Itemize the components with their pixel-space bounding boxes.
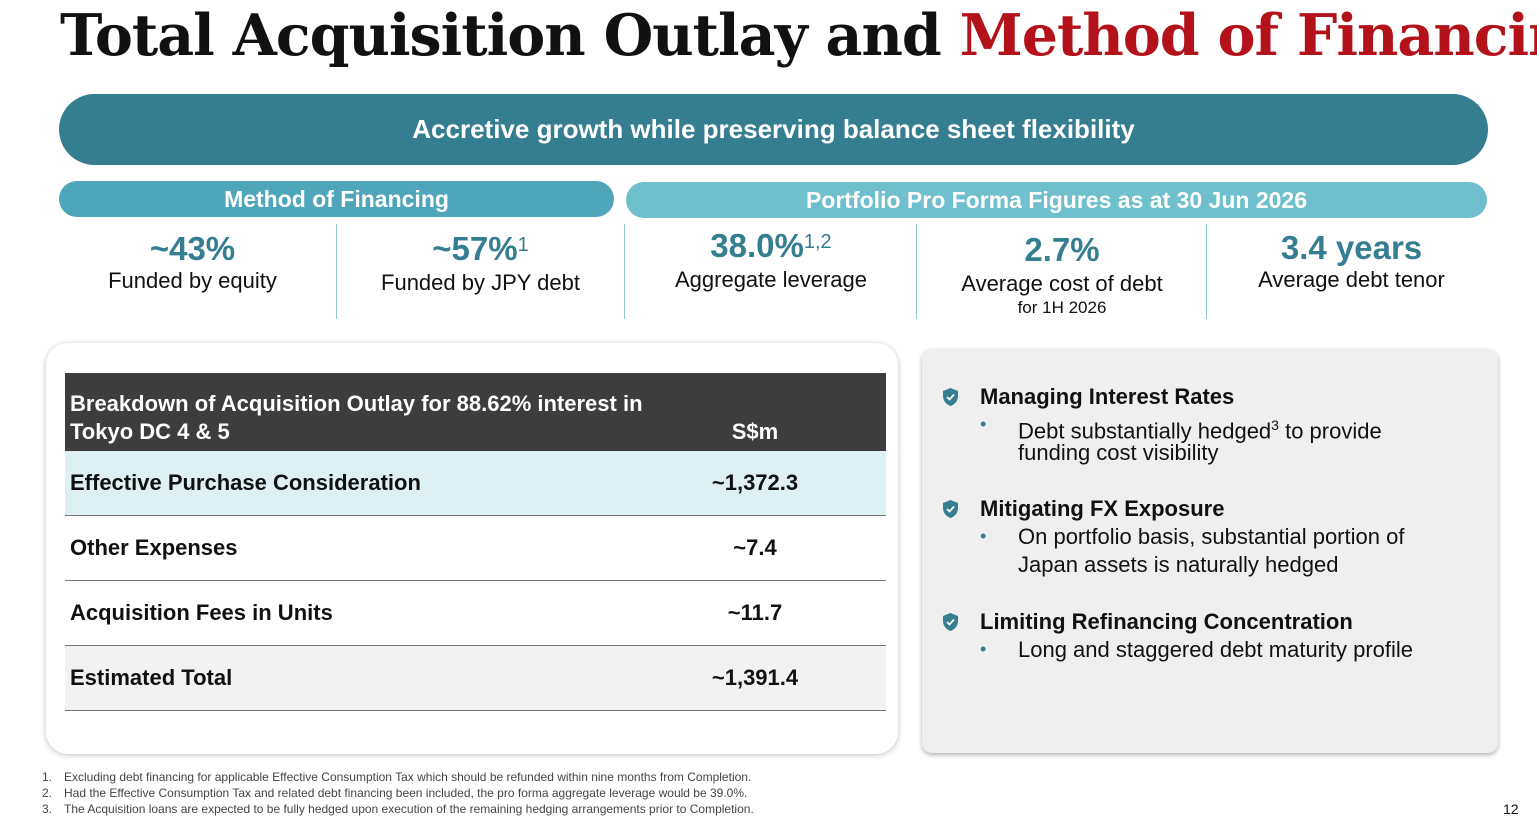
financing-header: Method of Financing	[59, 181, 614, 217]
stat-value: 2.7%	[1024, 231, 1100, 268]
row-value: ~7.4	[733, 535, 777, 560]
table-header-unit: S$m	[731, 419, 779, 444]
point-bullet: Long and staggered debt maturity profile	[1018, 637, 1414, 662]
point-title: Managing Interest Rates	[980, 384, 1235, 409]
acquisition-outlay-table: Breakdown of Acquisition Outlay for 88.6…	[65, 373, 886, 711]
table-header: Breakdown of Acquisition Outlay for 88.6…	[65, 373, 886, 451]
divider	[336, 224, 337, 319]
bullet-dot: •	[980, 526, 987, 546]
table-row-total: Estimated Total ~1,391.4	[65, 646, 886, 711]
row-value: ~1,391.4	[711, 665, 799, 690]
footnote: 2. Had the Effective Consumption Tax and …	[42, 786, 748, 800]
stat-aggregate-leverage: 38.0%1,2 Aggregate leverage	[626, 228, 916, 294]
bullet-dot: •	[980, 414, 987, 434]
stat-debt-tenor: 3.4 years Average debt tenor	[1208, 230, 1495, 294]
financing-header-text: Method of Financing	[224, 185, 449, 212]
table-row: Other Expenses ~7.4	[65, 516, 886, 581]
point-title: Limiting Refinancing Concentration	[980, 609, 1353, 634]
footnote: 1. Excluding debt financing for applicabl…	[42, 770, 752, 784]
row-value: ~11.7	[727, 600, 783, 625]
shield-check-icon	[943, 613, 958, 631]
row-label: Acquisition Fees in Units	[70, 600, 333, 625]
point-title: Mitigating FX Exposure	[980, 496, 1225, 521]
key-points-panel	[922, 349, 1498, 753]
shield-check-icon	[943, 388, 958, 406]
pro-forma-header: Portfolio Pro Forma Figures as at 30 Jun…	[626, 182, 1487, 218]
stat-value: 38.0%1,2	[710, 227, 832, 264]
table-row: Effective Purchase Consideration ~1,372.…	[65, 451, 886, 516]
pro-forma-header-text: Portfolio Pro Forma Figures as at 30 Jun…	[805, 186, 1308, 213]
stat-label: Funded by JPY debt	[381, 270, 580, 295]
divider	[624, 224, 625, 319]
title-part-1: Total Acquisition Outlay and	[60, 2, 960, 69]
title-part-2: Method of Financing	[959, 2, 1537, 69]
divider	[1206, 224, 1207, 319]
shield-check-icon	[943, 500, 958, 518]
stat-sublabel: for 1H 2026	[1017, 298, 1107, 317]
bullet-dot: •	[980, 639, 987, 659]
page-number: 12	[1503, 801, 1519, 817]
banner: Accretive growth while preserving balanc…	[59, 94, 1488, 165]
banner-text: Accretive growth while preserving balanc…	[412, 114, 1135, 144]
footnote: 3. The Acquisition loans are expected to …	[42, 802, 754, 816]
page-title: Total Acquisition Outlay and Method of F…	[60, 2, 1537, 69]
stat-label: Average debt tenor	[1258, 267, 1445, 292]
stat-equity: ~43% Funded by equity	[50, 231, 335, 295]
table-row: Acquisition Fees in Units ~11.7	[65, 581, 886, 646]
stat-label: Funded by equity	[108, 268, 277, 293]
row-value: ~1,372.3	[711, 470, 799, 495]
row-label: Estimated Total	[70, 665, 233, 690]
point-bullet: On portfolio basis, substantial portion …	[1018, 524, 1405, 549]
stat-value: ~43%	[149, 230, 236, 267]
stat-label: Aggregate leverage	[674, 267, 868, 292]
stat-label: Average cost of debt	[961, 271, 1163, 296]
divider	[916, 224, 917, 319]
row-label: Other Expenses	[70, 535, 238, 560]
point-bullet: Debt substantially hedged3 to provide	[1018, 417, 1382, 444]
stat-value: ~57%1	[432, 230, 529, 267]
table-header-label: Breakdown of Acquisition Outlay for 88.6…	[70, 391, 643, 444]
point-bullet-line2: funding cost visibility	[1018, 440, 1219, 465]
row-label: Effective Purchase Consideration	[70, 470, 421, 495]
stat-value: 3.4 years	[1280, 229, 1423, 266]
stat-jpy-debt: ~57%1 Funded by JPY debt	[338, 231, 623, 297]
stat-cost-of-debt: 2.7% Average cost of debt for 1H 2026	[918, 232, 1206, 318]
point-bullet-line2: Japan assets is naturally hedged	[1018, 552, 1339, 577]
